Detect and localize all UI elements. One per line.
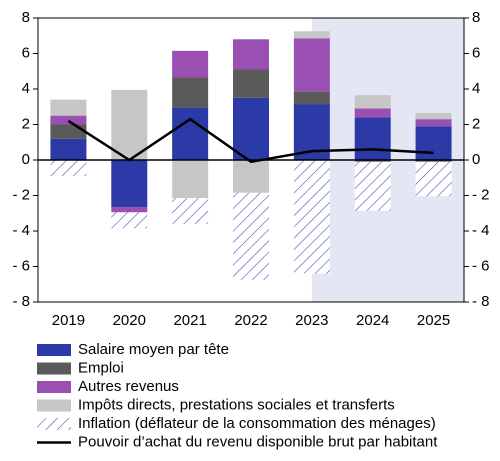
y-tick-label: 2 (22, 115, 30, 132)
y-tick-label: - 2 (12, 186, 30, 203)
y-tick-label: - 8 (12, 293, 30, 310)
line-series (67, 117, 434, 164)
bar-segment (111, 89, 148, 160)
bar-segment (233, 97, 269, 160)
bar-segment (354, 160, 391, 162)
bar-segment (172, 50, 209, 78)
legend-swatch (37, 399, 71, 412)
bar-segment (233, 192, 269, 280)
bar-segment (293, 31, 330, 39)
bar-segment (50, 160, 87, 176)
y-tick-label: 4 (22, 80, 30, 97)
legend-label: Emploi (78, 359, 124, 376)
x-tick-label: 2023 (295, 312, 328, 329)
bar-segment (172, 198, 209, 224)
x-tick-label: 2021 (173, 312, 206, 329)
bar-segment (293, 160, 330, 274)
y-tick-label: 6 (22, 44, 30, 61)
bar-segment (415, 112, 452, 120)
bar-segment (233, 69, 269, 98)
bar-segment (172, 77, 209, 108)
x-tick-label: 2020 (113, 312, 146, 329)
plot-frame (37, 17, 465, 303)
bar-segment (233, 160, 269, 193)
x-tick-label: 2025 (417, 312, 450, 329)
bar-segment (415, 119, 452, 127)
y2-tick-label: 8 (472, 9, 480, 26)
x-tick-label: 2019 (52, 312, 85, 329)
y2-tick-label: 2 (472, 115, 480, 132)
y-tick-label: - 4 (12, 222, 30, 239)
bar-segment (111, 207, 148, 213)
bar-segment (172, 160, 209, 199)
bar-segment (50, 99, 87, 116)
bar-segment (293, 38, 330, 92)
bar-segment (233, 39, 269, 70)
x-tick-label: 2024 (356, 312, 389, 329)
y-tick-label: 0 (22, 151, 30, 168)
bar-segment (50, 124, 87, 139)
bar-segment (415, 161, 452, 197)
x-tick-label: 2022 (234, 312, 267, 329)
legend-swatch (37, 362, 71, 375)
y2-tick-label: - 6 (472, 257, 490, 274)
bar-segment (415, 160, 452, 162)
bar-segment (415, 126, 452, 160)
bar-segment (172, 107, 209, 160)
legend-label: Inflation (déflateur de la consommation … (78, 415, 436, 432)
y-tick-label: 8 (22, 9, 30, 26)
bar-segment (50, 115, 87, 125)
legend-swatch (37, 381, 71, 393)
legend-label: Pouvoir d’achat du revenu disponible bru… (78, 433, 438, 450)
legend-label: Autres revenus (78, 378, 179, 395)
legend-swatch (37, 344, 71, 356)
bar-segment (293, 91, 330, 105)
legend-swatch (37, 418, 71, 430)
legend-label: Impôts directs, prestations sociales et … (78, 396, 395, 413)
bar-segment (354, 117, 391, 160)
y2-tick-label: - 8 (472, 293, 490, 310)
bar-segment (354, 108, 391, 118)
bar-segment (354, 95, 391, 109)
y2-tick-label: - 2 (472, 186, 490, 203)
y2-tick-label: 6 (472, 44, 480, 61)
y-tick-label: - 6 (12, 257, 30, 274)
bar-segment (111, 212, 148, 229)
legend-label: Salaire moyen par tête (78, 341, 229, 358)
y2-tick-label: 4 (472, 80, 480, 97)
bar-segment (354, 161, 391, 211)
y2-tick-label: - 4 (472, 222, 490, 239)
y2-tick-label: 0 (472, 151, 480, 168)
bar-segment (50, 138, 87, 160)
bar-segment (111, 160, 148, 208)
